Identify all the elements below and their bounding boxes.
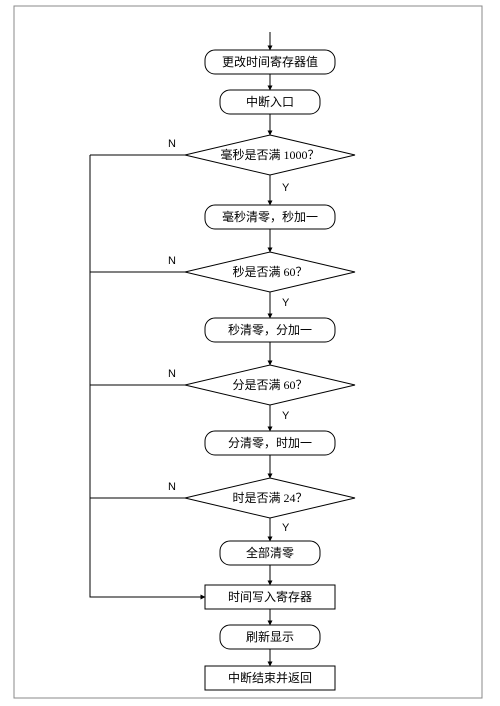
branch-label: Y	[282, 297, 290, 309]
branch-label: N	[168, 138, 176, 150]
n9: 时是否满 24？	[185, 478, 355, 518]
flowchart-canvas: Y Y Y Y N N N N 更改时间寄存器值中断入口毫秒是否满 1000？ 毫秒清零，秒加一秒…	[0, 0, 500, 706]
n11: 时间写入寄存器	[205, 585, 335, 609]
branch-label: N	[168, 481, 176, 493]
node-label: 秒清零，分加一	[228, 323, 312, 337]
node-label: 分清零，时加一	[228, 436, 312, 450]
node-label: 毫秒是否满 1000？	[220, 147, 319, 162]
node-label: 全部清零	[246, 545, 294, 560]
branch-label: N	[168, 255, 176, 267]
branch-label: N	[168, 368, 176, 380]
node-label: 中断入口	[246, 94, 294, 109]
n13: 中断结束并返回	[205, 666, 335, 690]
n5: 秒是否满 60？	[185, 252, 355, 292]
n10: 全部清零	[220, 541, 320, 565]
node-label: 刷新显示	[246, 629, 294, 644]
n6: 秒清零，分加一	[205, 318, 335, 342]
node-label: 分是否满 60？	[232, 378, 307, 392]
n8: 分清零，时加一	[205, 431, 335, 455]
node-label: 中断结束并返回	[228, 670, 312, 685]
node-label: 更改时间寄存器值	[222, 54, 318, 69]
node-label: 时间写入寄存器	[228, 589, 312, 604]
n2: 中断入口	[220, 90, 320, 114]
n3: 毫秒是否满 1000？	[185, 135, 355, 175]
n12: 刷新显示	[220, 625, 320, 649]
branch-label: Y	[282, 522, 290, 534]
node-label: 毫秒清零，秒加一	[222, 209, 318, 224]
node-label: 时是否满 24？	[232, 491, 307, 505]
branch-label: Y	[282, 182, 290, 194]
n4: 毫秒清零，秒加一	[205, 205, 335, 229]
edge	[90, 155, 205, 597]
n1: 更改时间寄存器值	[205, 50, 335, 74]
node-label: 秒是否满 60？	[232, 265, 307, 279]
n7: 分是否满 60？	[185, 365, 355, 405]
branch-label: Y	[282, 410, 290, 422]
